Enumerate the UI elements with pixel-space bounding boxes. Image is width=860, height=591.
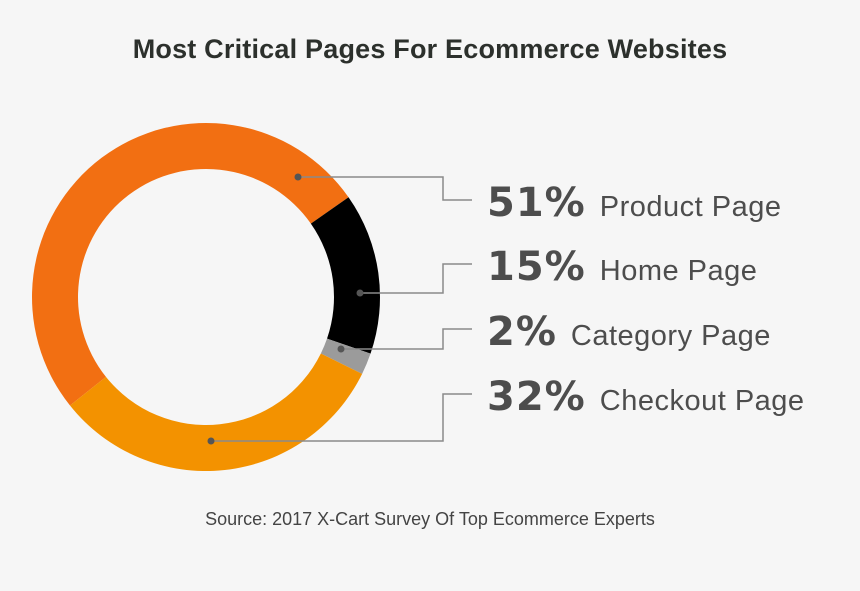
- donut-slice-home-page: [310, 197, 381, 354]
- donut-slice-checkout-page: [70, 353, 363, 471]
- legend-value: 15%: [487, 244, 586, 290]
- legend-item-product-page: 51% Product Page: [487, 180, 781, 226]
- legend-label: Product Page: [599, 191, 782, 223]
- leader-line-home-page: [356, 263, 472, 297]
- legend-item-home-page: 15% Home Page: [487, 244, 757, 290]
- legend-value: 2%: [487, 309, 557, 355]
- leader-line-category-page: [337, 328, 472, 353]
- leader-line-checkout-page: [207, 393, 472, 445]
- legend-label: Home Page: [599, 255, 758, 287]
- source-note: Source: 2017 X-Cart Survey Of Top Ecomme…: [205, 509, 655, 529]
- legend-value: 32%: [487, 374, 586, 420]
- legend-label: Category Page: [570, 320, 771, 352]
- legend-item-checkout-page: 32% Checkout Page: [487, 374, 805, 420]
- legend-value: 51%: [487, 180, 586, 226]
- leader-line-product-page: [294, 173, 472, 201]
- donut-slice-category-page: [320, 338, 371, 374]
- chart-title: Most Critical Pages For Ecommerce Websit…: [132, 34, 728, 64]
- legend-item-category-page: 2% Category Page: [487, 309, 771, 355]
- donut-slice-product-page: [32, 123, 349, 406]
- legend-label: Checkout Page: [599, 385, 805, 417]
